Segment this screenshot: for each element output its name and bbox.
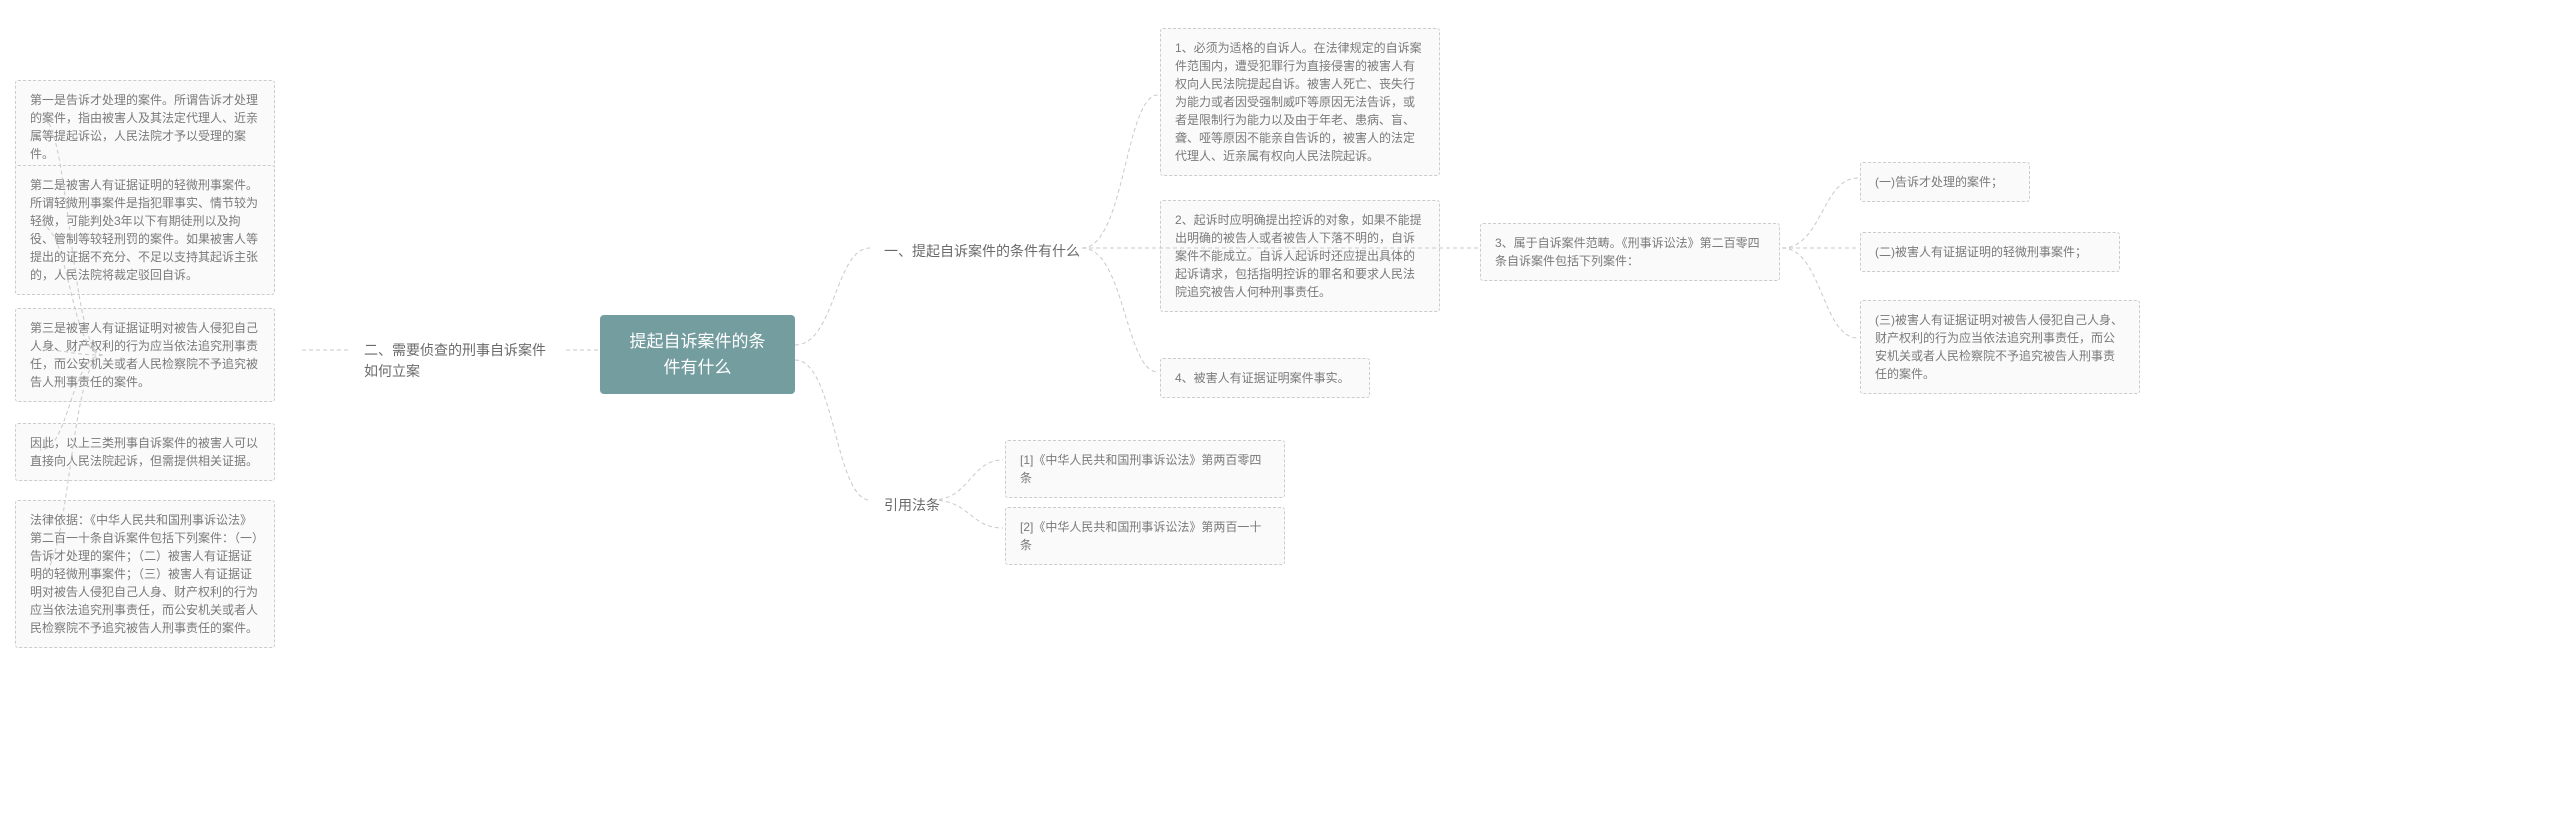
leaf-condition-3-sub2-text: (二)被害人有证据证明的轻微刑事案件；	[1875, 245, 2087, 259]
leaf-ref-1[interactable]: [1]《中华人民共和国刑事诉讼法》第两百零四条	[1005, 440, 1285, 498]
branch-conditions[interactable]: 一、提起自诉案件的条件有什么	[870, 231, 1094, 272]
branch-references[interactable]: 引用法条	[870, 485, 954, 526]
leaf-type-2[interactable]: 第二是被害人有证据证明的轻微刑事案件。所谓轻微刑事案件是指犯罪事实、情节较为轻微…	[15, 165, 275, 295]
leaf-type-5[interactable]: 法律依据：《中华人民共和国刑事诉讼法》第二百一十条自诉案件包括下列案件：（一）告…	[15, 500, 275, 648]
leaf-type-1-text: 第一是告诉才处理的案件。所谓告诉才处理的案件，指由被害人及其法定代理人、近亲属等…	[30, 93, 258, 161]
leaf-type-1[interactable]: 第一是告诉才处理的案件。所谓告诉才处理的案件，指由被害人及其法定代理人、近亲属等…	[15, 80, 275, 174]
leaf-condition-3-sub1[interactable]: (一)告诉才处理的案件；	[1860, 162, 2030, 202]
root-node[interactable]: 提起自诉案件的条件有什么	[600, 315, 795, 394]
leaf-condition-3-sub2[interactable]: (二)被害人有证据证明的轻微刑事案件；	[1860, 232, 2120, 272]
branch-investigate-visible-label: 二、需要侦查的刑事自诉案件如何立案	[364, 342, 546, 379]
leaf-type-5-text: 法律依据：《中华人民共和国刑事诉讼法》第二百一十条自诉案件包括下列案件：（一）告…	[30, 513, 258, 635]
leaf-type-2-text: 第二是被害人有证据证明的轻微刑事案件。所谓轻微刑事案件是指犯罪事实、情节较为轻微…	[30, 178, 258, 282]
branch-investigate-visible[interactable]: 二、需要侦查的刑事自诉案件如何立案	[350, 330, 560, 392]
leaf-type-4[interactable]: 因此，以上三类刑事自诉案件的被害人可以直接向人民法院起诉，但需提供相关证据。	[15, 423, 275, 481]
leaf-condition-1-text: 1、必须为适格的自诉人。在法律规定的自诉案件范围内，遭受犯罪行为直接侵害的被害人…	[1175, 41, 1422, 163]
leaf-condition-3-sub3[interactable]: (三)被害人有证据证明对被告人侵犯自己人身、财产权利的行为应当依法追究刑事责任，…	[1860, 300, 2140, 394]
leaf-condition-3-sub3-text: (三)被害人有证据证明对被告人侵犯自己人身、财产权利的行为应当依法追究刑事责任，…	[1875, 313, 2123, 381]
leaf-condition-3[interactable]: 3、属于自诉案件范畴。《刑事诉讼法》第二百零四条自诉案件包括下列案件：	[1480, 223, 1780, 281]
leaf-condition-4-text: 4、被害人有证据证明案件事实。	[1175, 371, 1350, 385]
leaf-ref-1-text: [1]《中华人民共和国刑事诉讼法》第两百零四条	[1020, 453, 1261, 485]
leaf-ref-2-text: [2]《中华人民共和国刑事诉讼法》第两百一十条	[1020, 520, 1261, 552]
leaf-condition-4[interactable]: 4、被害人有证据证明案件事实。	[1160, 358, 1370, 398]
leaf-type-4-text: 因此，以上三类刑事自诉案件的被害人可以直接向人民法院起诉，但需提供相关证据。	[30, 436, 258, 468]
root-text: 提起自诉案件的条件有什么	[630, 332, 766, 377]
leaf-condition-1[interactable]: 1、必须为适格的自诉人。在法律规定的自诉案件范围内，遭受犯罪行为直接侵害的被害人…	[1160, 28, 1440, 176]
branch-references-label: 引用法条	[884, 497, 940, 513]
leaf-condition-3-text: 3、属于自诉案件范畴。《刑事诉讼法》第二百零四条自诉案件包括下列案件：	[1495, 236, 1760, 268]
leaf-condition-3-sub1-text: (一)告诉才处理的案件；	[1875, 175, 2003, 189]
leaf-condition-2-text: 2、起诉时应明确提出控诉的对象，如果不能提出明确的被告人或者被告人下落不明的，自…	[1175, 213, 1422, 299]
branch-conditions-label: 一、提起自诉案件的条件有什么	[884, 243, 1080, 259]
leaf-ref-2[interactable]: [2]《中华人民共和国刑事诉讼法》第两百一十条	[1005, 507, 1285, 565]
leaf-type-3[interactable]: 第三是被害人有证据证明对被告人侵犯自己人身、财产权利的行为应当依法追究刑事责任，…	[15, 308, 275, 402]
leaf-type-3-text: 第三是被害人有证据证明对被告人侵犯自己人身、财产权利的行为应当依法追究刑事责任，…	[30, 321, 258, 389]
leaf-condition-2[interactable]: 2、起诉时应明确提出控诉的对象，如果不能提出明确的被告人或者被告人下落不明的，自…	[1160, 200, 1440, 312]
